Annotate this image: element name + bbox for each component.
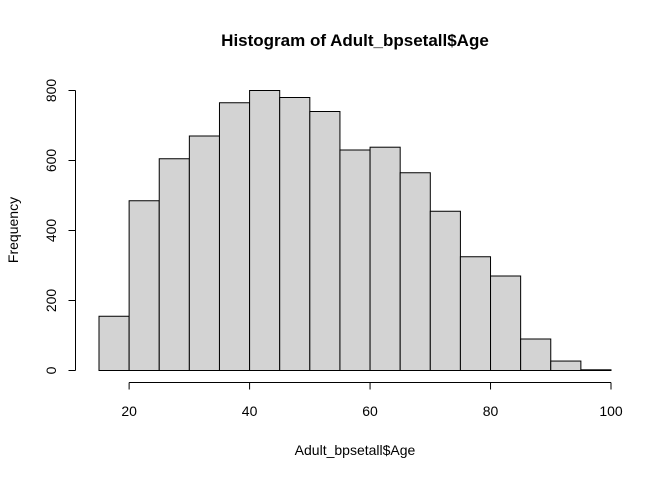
- x-tick-label: 40: [242, 403, 258, 419]
- y-tick-label: 200: [43, 289, 59, 313]
- x-axis-label: Adult_bpsetall$Age: [295, 442, 416, 458]
- histogram-bar: [520, 338, 552, 371]
- x-tick-label: 60: [362, 403, 378, 419]
- histogram-bar: [399, 172, 431, 371]
- y-axis: 0 200 400 600 800: [43, 79, 76, 374]
- chart-title: Histogram of Adult_bpsetall$Age: [221, 31, 489, 50]
- x-tick-label: 80: [483, 403, 499, 419]
- histogram-bar: [158, 158, 190, 371]
- histogram-bar: [128, 200, 160, 371]
- y-tick-label: 0: [43, 366, 59, 374]
- y-tick-label: 400: [43, 219, 59, 243]
- histogram-bar: [309, 111, 341, 371]
- histogram-bar: [580, 369, 612, 371]
- histogram-bar: [490, 275, 522, 371]
- histogram-bar: [249, 90, 281, 371]
- y-tick-label: 600: [43, 149, 59, 173]
- histogram-bar: [218, 102, 251, 371]
- y-axis-label: Frequency: [5, 197, 21, 263]
- x-axis: 20 40 60 80 100: [121, 382, 623, 419]
- histogram-bar: [550, 360, 582, 371]
- histogram-bar: [429, 210, 461, 371]
- histogram-bar: [369, 146, 401, 371]
- histogram-bar: [188, 135, 220, 371]
- x-tick-label: 100: [599, 403, 623, 419]
- histogram-bar: [98, 315, 130, 371]
- bars-group: [98, 90, 612, 371]
- y-tick-label: 800: [43, 79, 59, 103]
- histogram-bar: [339, 149, 371, 371]
- histogram-bar: [459, 256, 492, 371]
- x-tick-label: 20: [121, 403, 137, 419]
- histogram-bar: [279, 97, 311, 371]
